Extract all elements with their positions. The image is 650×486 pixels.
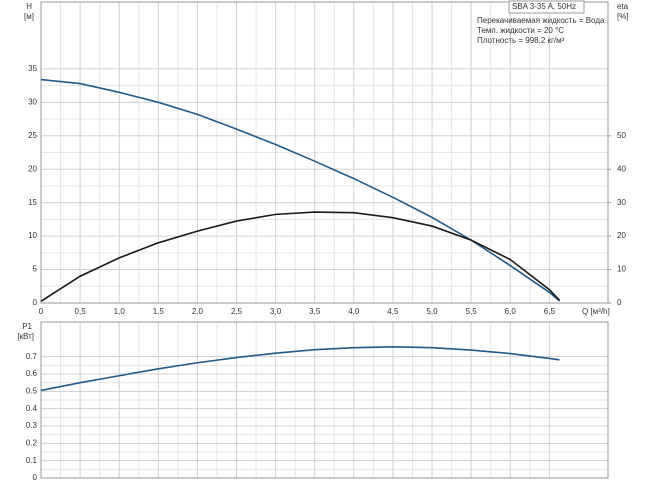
y-tick-label: 10 [28, 231, 37, 240]
y-tick-label: 0.5 [26, 386, 38, 395]
title-box [508, 0, 585, 14]
y-axis-unit: [кВт] [17, 332, 34, 341]
y-tick-label: 30 [28, 97, 37, 106]
annotation: Перекачиваемая жидкость = Вода [477, 16, 605, 25]
y-axis-label: H [26, 2, 32, 11]
plot-frame [40, 1, 609, 304]
chart-title: SBA 3-35 A, 50Hz [512, 2, 576, 11]
y-axis-unit: [м] [24, 12, 34, 21]
y2-axis-label: eta [617, 2, 629, 11]
y2-tick-label: 10 [617, 265, 626, 274]
x-tick-label: 0 [39, 307, 44, 316]
curve [40, 78, 561, 302]
x-tick-label: 2,0 [192, 307, 204, 316]
x-tick-label: 3,0 [270, 307, 282, 316]
x-tick-label: 4,0 [348, 307, 360, 316]
y-tick-label: 0.3 [26, 421, 38, 430]
y-tick-label: 0 [33, 298, 38, 307]
x-tick-label: 1,5 [153, 307, 165, 316]
x-tick-label: 3,5 [309, 307, 321, 316]
y-tick-label: 0.4 [26, 404, 38, 413]
curve [40, 211, 561, 303]
annotation: Темп. жидкости = 20 °C [477, 26, 564, 35]
x-tick-label: 6,0 [505, 307, 517, 316]
y-tick-label: 0 [33, 473, 38, 482]
curve [40, 345, 560, 392]
y-axis-label: P1 [22, 322, 32, 331]
plot-frame [40, 321, 609, 479]
y-tick-label: 0.6 [26, 369, 38, 378]
x-tick-label: 2,5 [231, 307, 243, 316]
annotation: Плотность = 998.2 кг/м³ [477, 36, 565, 45]
y-tick-label: 0.1 [26, 456, 38, 465]
y2-tick-label: 40 [617, 164, 626, 173]
y2-tick-label: 30 [617, 198, 626, 207]
x-axis-label: Q [м³/h] [582, 307, 610, 316]
x-tick-label: 1,0 [114, 307, 126, 316]
y-tick-label: 20 [28, 164, 37, 173]
y2-tick-label: 20 [617, 231, 626, 240]
x-tick-label: 4,5 [387, 307, 399, 316]
y-tick-label: 25 [28, 131, 37, 140]
y-tick-label: 0.2 [26, 438, 38, 447]
x-tick-label: 5,5 [466, 307, 478, 316]
y-tick-label: 35 [28, 64, 37, 73]
x-tick-label: 5,0 [426, 307, 438, 316]
y-tick-label: 15 [28, 198, 37, 207]
x-tick-label: 6,5 [544, 307, 556, 316]
y2-tick-label: 50 [617, 131, 626, 140]
y2-axis-unit: [%] [617, 12, 629, 21]
y-tick-label: 0.7 [26, 352, 38, 361]
x-tick-label: 0,5 [75, 307, 87, 316]
y-tick-label: 5 [33, 265, 38, 274]
y2-tick-label: 0 [617, 298, 622, 307]
